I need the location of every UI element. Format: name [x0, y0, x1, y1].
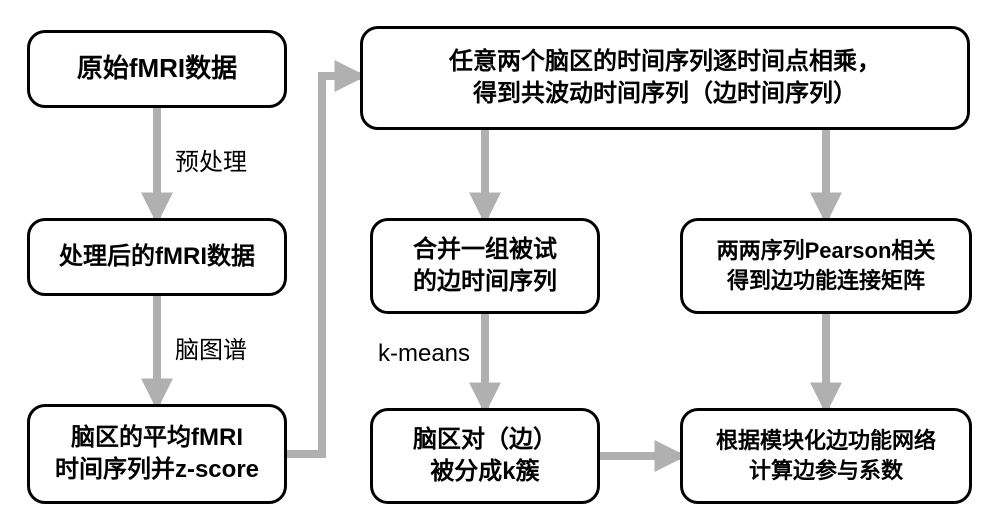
edge-label: k-means: [378, 340, 470, 368]
node-merge-subjects: 合并一组被试的边时间序列: [370, 218, 600, 314]
node-label: 原始fMRI数据: [77, 51, 237, 86]
edge-label: 脑图谱: [175, 330, 247, 365]
node-label: 处理后的fMRI数据: [59, 241, 255, 273]
node-label: 根据模块化边功能网络计算边参与系数: [716, 426, 936, 485]
node-edge-timeseries: 任意两个脑区的时间序列逐时间点相乘，得到共波动时间序列（边时间序列）: [360, 26, 970, 130]
node-k-clusters: 脑区对（边）被分成k簇: [370, 408, 600, 504]
node-label: 脑区对（边）被分成k簇: [413, 424, 557, 489]
node-label: 脑区的平均fMRI时间序列并z-score: [55, 422, 259, 487]
node-region-zscore: 脑区的平均fMRI时间序列并z-score: [27, 404, 287, 504]
node-pearson-efc: 两两序列Pearson相关得到边功能连接矩阵: [680, 218, 972, 314]
edge-label: 预处理: [175, 142, 247, 177]
node-raw-fmri: 原始fMRI数据: [27, 30, 287, 108]
node-processed-fmri: 处理后的fMRI数据: [27, 218, 287, 296]
edge-arrow: [287, 76, 360, 454]
node-label: 任意两个脑区的时间序列逐时间点相乘，得到共波动时间序列（边时间序列）: [449, 46, 881, 111]
node-participation: 根据模块化边功能网络计算边参与系数: [680, 408, 972, 504]
node-label: 合并一组被试的边时间序列: [413, 234, 557, 299]
flowchart-canvas: 原始fMRI数据 处理后的fMRI数据 脑区的平均fMRI时间序列并z-scor…: [0, 0, 1000, 523]
node-label: 两两序列Pearson相关得到边功能连接矩阵: [717, 236, 936, 295]
